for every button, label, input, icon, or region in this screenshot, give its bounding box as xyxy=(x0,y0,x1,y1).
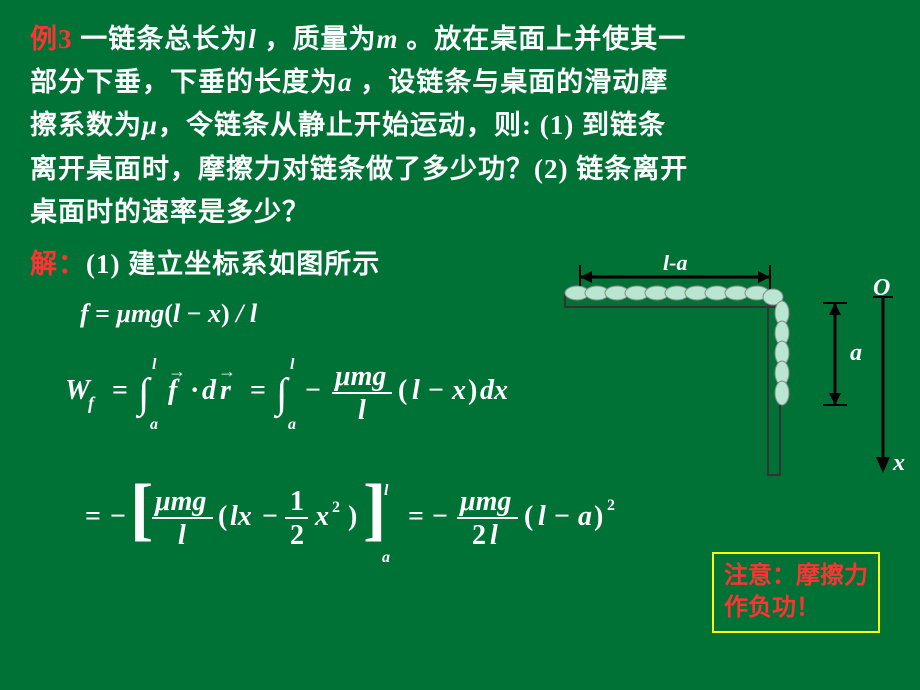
prob-l3b: ，令链条从静止开始运动，则: (1) 到链条 xyxy=(158,110,666,140)
svg-text:∫: ∫ xyxy=(135,371,152,419)
svg-text:a: a xyxy=(382,549,390,566)
sol-text1: (1) 建立坐标系如图所示 xyxy=(86,249,380,279)
svg-text:μmg: μmg xyxy=(153,486,206,517)
svg-text:=: = xyxy=(112,375,128,406)
svg-text:): ) xyxy=(348,501,357,532)
prob-l3a: 擦系数为 xyxy=(30,110,142,140)
note-line2: 作负功！ xyxy=(724,592,868,624)
svg-text:l: l xyxy=(152,356,157,373)
prob-l1a: 一链条总长为 xyxy=(80,24,248,54)
svg-text:1: 1 xyxy=(290,486,304,517)
svg-text:): ) xyxy=(594,501,603,532)
svg-text:l: l xyxy=(538,501,546,532)
svg-text:∫: ∫ xyxy=(273,371,290,419)
svg-text:l: l xyxy=(490,520,498,551)
chain-diagram: l-a O xyxy=(555,255,910,495)
diagram-x: x xyxy=(892,450,905,476)
svg-text:=: = xyxy=(250,375,266,406)
svg-text:→: → xyxy=(218,361,236,381)
prob-l2a: 部分下垂，下垂的长度为 xyxy=(30,67,338,97)
prob-l1c: 。放在桌面上并使其一 xyxy=(399,24,687,54)
svg-text:−: − xyxy=(262,501,278,532)
svg-text:2: 2 xyxy=(332,499,340,516)
svg-text:a: a xyxy=(578,501,592,532)
svg-text:l: l xyxy=(178,520,186,551)
svg-text:): ) xyxy=(468,375,477,406)
note-box: 注意：摩擦力 作负功！ xyxy=(712,552,880,633)
svg-text:l: l xyxy=(384,482,389,499)
svg-text:=: = xyxy=(408,501,424,532)
svg-text:a: a xyxy=(150,416,158,433)
example-label: 例3 xyxy=(30,24,73,54)
problem-text: 例3 一链条总长为l ，质量为m 。放在桌面上并使其一 部分下垂，下垂的长度为a… xyxy=(30,18,890,234)
svg-text:l: l xyxy=(290,356,295,373)
svg-text:−: − xyxy=(432,501,448,532)
note-line1: 注意：摩擦力 xyxy=(724,560,868,592)
prob-l1b: ，质量为 xyxy=(257,24,377,54)
svg-text:lx: lx xyxy=(230,501,252,532)
diagram-a: a xyxy=(850,340,862,366)
prob-l4: 离开桌面时，摩擦力对链条做了多少功？(2) 链条离开 xyxy=(30,154,688,184)
svg-text:dx: dx xyxy=(480,375,508,406)
var-l: l xyxy=(248,24,257,54)
svg-text:(: ( xyxy=(218,501,227,532)
svg-text:l: l xyxy=(358,395,366,426)
svg-text:2: 2 xyxy=(290,520,304,551)
svg-text:[: [ xyxy=(130,471,153,548)
diagram-la-label: l-a xyxy=(663,255,687,275)
svg-text:2: 2 xyxy=(472,520,486,551)
svg-text:]: ] xyxy=(363,471,386,548)
svg-text:x: x xyxy=(314,501,329,532)
svg-text:μmg: μmg xyxy=(333,361,386,392)
svg-text:a: a xyxy=(288,416,296,433)
var-mu: μ xyxy=(142,110,158,140)
svg-text:f: f xyxy=(88,393,96,413)
svg-text:−: − xyxy=(428,375,444,406)
svg-text:·: · xyxy=(190,375,199,406)
var-a: a xyxy=(338,67,353,97)
svg-text:−: − xyxy=(305,375,321,406)
svg-text:→: → xyxy=(168,361,186,381)
svg-text:x: x xyxy=(451,375,466,406)
var-m: m xyxy=(377,24,399,54)
prob-l2b: ，设链条与桌面的滑动摩 xyxy=(353,67,669,97)
prob-l5: 桌面时的速率是多少？ xyxy=(30,197,310,227)
svg-text:=: = xyxy=(85,501,101,532)
svg-text:(: ( xyxy=(398,375,407,406)
svg-text:l: l xyxy=(412,375,420,406)
solution-label: 解： xyxy=(30,249,86,279)
svg-text:−: − xyxy=(110,501,126,532)
svg-text:μmg: μmg xyxy=(458,486,511,517)
svg-text:2: 2 xyxy=(607,497,615,514)
svg-text:d: d xyxy=(202,375,217,406)
svg-text:−: − xyxy=(554,501,570,532)
svg-text:(: ( xyxy=(524,501,533,532)
